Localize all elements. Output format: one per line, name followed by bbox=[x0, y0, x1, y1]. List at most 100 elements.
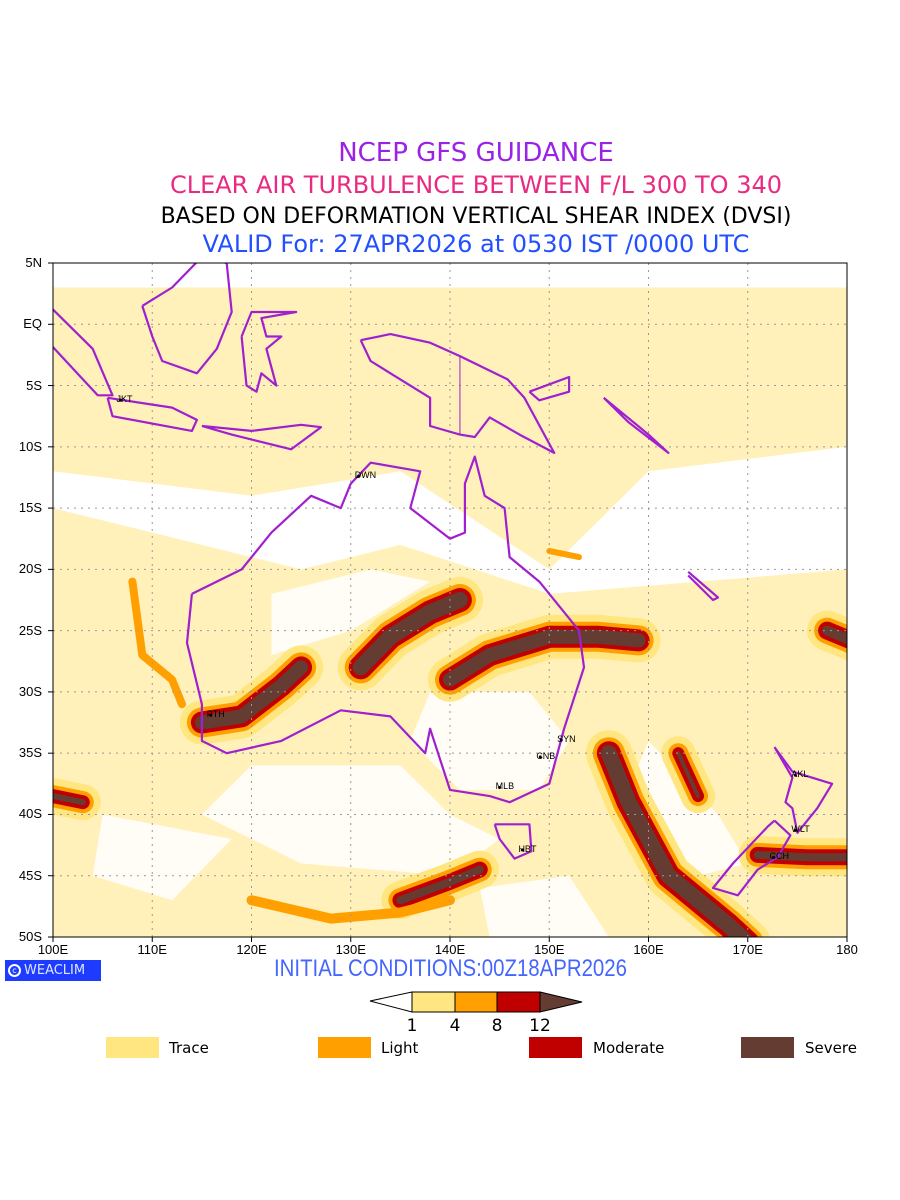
copyright-icon: c bbox=[8, 964, 21, 977]
lat-lon-grid bbox=[53, 263, 847, 937]
title-cat: CLEAR AIR TURBULENCE BETWEEN F/L 300 TO … bbox=[169, 171, 783, 199]
colorbar-moderate bbox=[496, 991, 541, 1013]
turbulence-field bbox=[53, 287, 847, 937]
coastlines bbox=[53, 263, 834, 897]
axis-ticks bbox=[48, 262, 848, 942]
legend-swatch-light bbox=[318, 1037, 371, 1058]
lon-label: 160E bbox=[633, 942, 664, 957]
light-band bbox=[546, 548, 582, 561]
clear-region bbox=[92, 814, 232, 901]
lon-label: 110E bbox=[137, 942, 167, 957]
coastline-newcal bbox=[687, 570, 720, 602]
legend-swatch-trace bbox=[106, 1037, 159, 1058]
city-marker bbox=[559, 738, 563, 742]
title-dvsi: BASED ON DEFORMATION VERTICAL SHEAR INDE… bbox=[160, 204, 792, 229]
city-label-mlb: MLB bbox=[495, 781, 515, 792]
colorbar-below-arrow bbox=[369, 991, 413, 1013]
legend-swatch-severe bbox=[741, 1037, 794, 1058]
city-marker bbox=[793, 828, 797, 832]
severe-band bbox=[194, 660, 309, 730]
initial-conditions: INITIAL CONDITIONS:00Z18APR2026 bbox=[274, 955, 627, 982]
coastline-newguinea bbox=[359, 333, 556, 454]
severe-band bbox=[753, 850, 847, 862]
lat-label: 50S bbox=[18, 929, 42, 944]
light-band bbox=[128, 577, 186, 709]
coastline-sumatra bbox=[53, 308, 114, 397]
colorbar-severe-arrow bbox=[539, 991, 583, 1013]
legend-swatch-moderate bbox=[529, 1037, 582, 1058]
colorbar-trace bbox=[411, 991, 456, 1013]
lat-label: 40S bbox=[18, 806, 42, 822]
clear-region bbox=[479, 875, 609, 937]
coastline-solomons bbox=[603, 396, 670, 454]
lon-label: 170E bbox=[732, 942, 763, 957]
city-label-syn: SYN bbox=[557, 733, 576, 744]
severe-band bbox=[600, 745, 753, 937]
city-markers bbox=[118, 398, 797, 859]
coastline-nznorth bbox=[773, 746, 834, 834]
city-marker bbox=[118, 398, 122, 402]
city-label-jkt: JKT bbox=[116, 394, 133, 405]
trace-region bbox=[53, 287, 847, 570]
lat-label: 35S bbox=[18, 745, 42, 761]
colorbar-tick: 4 bbox=[449, 1016, 461, 1036]
severe-band bbox=[676, 751, 701, 799]
city-label-cnb: CNB bbox=[536, 750, 556, 761]
lat-label: 20S bbox=[18, 561, 42, 577]
lat-label: 45S bbox=[18, 867, 42, 883]
lat-label: 15S bbox=[18, 500, 42, 516]
city-marker bbox=[498, 785, 502, 789]
lon-label: 130E bbox=[335, 942, 366, 957]
city-label-akl: AKL bbox=[791, 769, 809, 780]
lon-label: 140E bbox=[434, 942, 466, 957]
city-label-dwn: DWN bbox=[354, 470, 377, 481]
clear-region bbox=[271, 569, 431, 656]
city-label-cch: CCH bbox=[769, 851, 790, 862]
legend-label-severe: Severe bbox=[805, 1039, 857, 1057]
lon-label: 180 bbox=[836, 942, 858, 957]
colorbar-light bbox=[454, 991, 498, 1013]
colorbar-tick: 8 bbox=[491, 1016, 503, 1036]
colorbar-tick: 12 bbox=[529, 1016, 551, 1036]
colorbar-tick: 1 bbox=[406, 1016, 418, 1036]
city-marker bbox=[772, 855, 776, 859]
lat-label: EQ bbox=[23, 316, 42, 332]
colorbar bbox=[369, 991, 583, 1013]
lon-label: 120E bbox=[236, 942, 267, 957]
coastline-australia bbox=[185, 455, 586, 804]
city-marker bbox=[520, 848, 524, 852]
severe-band bbox=[53, 793, 86, 806]
legend-label-light: Light bbox=[381, 1039, 419, 1057]
city-label-hbt: HBT bbox=[518, 843, 537, 854]
weaclim-logo: c WEACLIM bbox=[5, 960, 101, 981]
brand-text: WEACLIM bbox=[24, 963, 86, 978]
light-band bbox=[246, 895, 455, 924]
coastline-tasmania bbox=[493, 823, 533, 860]
city-marker bbox=[209, 713, 213, 717]
city-marker bbox=[538, 755, 542, 759]
clear-region bbox=[410, 691, 570, 790]
clear-region bbox=[201, 765, 500, 876]
coastline-sulawesi bbox=[240, 310, 298, 393]
title-valid-time: VALID For: 27APR2026 at 0530 IST /0000 U… bbox=[202, 230, 750, 258]
city-marker bbox=[793, 773, 797, 777]
coastline-java bbox=[106, 396, 198, 432]
severe-band bbox=[443, 629, 646, 687]
city-label-wlt: WLT bbox=[791, 824, 810, 835]
severe-band bbox=[822, 625, 847, 645]
coastline-borneo bbox=[141, 263, 233, 375]
severe-band bbox=[352, 592, 468, 676]
lon-label: 150E bbox=[534, 942, 565, 957]
lat-label: 30S bbox=[18, 683, 42, 699]
lon-label: 100E bbox=[37, 942, 69, 957]
severe-band bbox=[396, 865, 484, 905]
lat-label: 5N bbox=[25, 255, 42, 270]
city-marker bbox=[357, 474, 361, 478]
lat-label: 25S bbox=[18, 622, 42, 638]
legend-label-moderate: Moderate bbox=[593, 1039, 665, 1057]
lat-label: 5S bbox=[26, 377, 42, 393]
legend-label-trace: Trace bbox=[169, 1039, 209, 1057]
coastline-nzsouth bbox=[711, 819, 792, 897]
